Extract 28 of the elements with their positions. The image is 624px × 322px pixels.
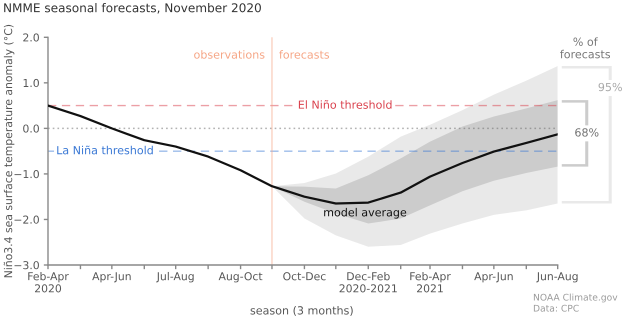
ref-line-label: La Niña threshold — [57, 146, 153, 154]
chart-title: NMME seasonal forecasts, November 2020 — [4, 3, 261, 14]
y-axis-title: Niño3.4 sea surface temperature anomaly (°C) — [4, 24, 14, 278]
x-tick-label: Oct-Dec — [283, 272, 326, 280]
legend-title: % of forecasts — [560, 37, 610, 58]
annotation: observations — [194, 50, 264, 59]
legend-label: 68% — [575, 128, 598, 137]
x-tick-label: Apr-Jun — [92, 272, 131, 282]
x-tick-label: Jun-Aug — [536, 272, 578, 282]
x-tick-label: Feb-Apr 2020 — [28, 272, 69, 292]
x-tick-label: Dec-Feb 2020-2021 — [340, 272, 397, 292]
annotation: forecasts — [279, 50, 330, 59]
x-tick-label: Feb-Apr 2021 — [410, 272, 451, 292]
text: NOAA Climate.gov — [534, 294, 618, 302]
y-tick-label: 1.0 — [24, 78, 39, 88]
text: Data: CPC — [534, 304, 579, 312]
x-axis-title: season (3 months) — [250, 306, 353, 316]
series-label: model average — [324, 208, 406, 219]
legend-label: 95% — [598, 82, 622, 92]
y-tick-label: −1.0 — [14, 170, 39, 178]
y-tick-label: −3.0 — [14, 261, 39, 270]
y-tick-label: −2.0 — [14, 216, 39, 224]
y-tick-label: 0.0 — [23, 124, 39, 133]
x-tick-label: Apr-Jun — [474, 272, 513, 282]
x-tick-label: Aug-Oct — [218, 272, 262, 282]
ref-line-label: El Niño threshold — [298, 100, 392, 109]
x-tick-label: Jul-Aug — [156, 272, 194, 282]
y-tick-label: 2.0 — [23, 33, 39, 42]
